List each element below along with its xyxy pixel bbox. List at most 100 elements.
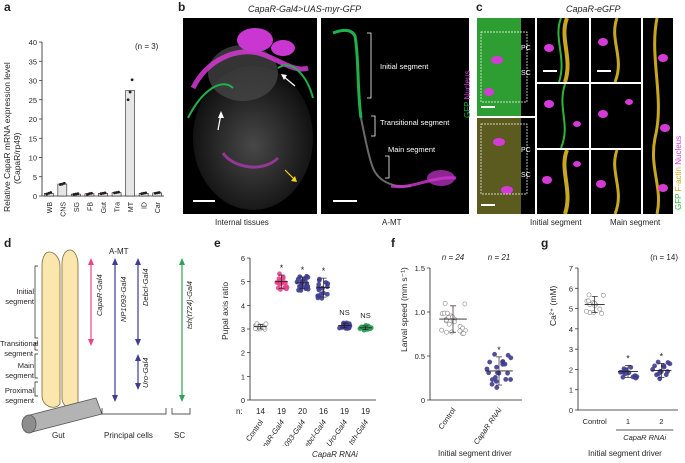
tsh-range-arrow [179, 258, 185, 402]
proximal-segment-label: Proximal segment [4, 386, 34, 405]
data-point [76, 192, 80, 196]
y-tick-label: 30 [29, 77, 37, 86]
data-point [90, 191, 93, 195]
significance-label: NS [360, 311, 370, 320]
data-point [661, 363, 667, 369]
main-segment-strip [643, 18, 673, 214]
initial-segment-label: Initial segment [5, 287, 34, 306]
x-tick-label: tsh-Gal4 [346, 418, 370, 446]
debcl-range-arrow [135, 258, 141, 346]
data-point [620, 374, 626, 380]
data-point [316, 282, 322, 287]
data-point [444, 329, 449, 335]
data-point [304, 281, 310, 286]
data-point [439, 327, 445, 333]
x-tick-label: Control [244, 418, 265, 443]
y-tick-label: 2 [241, 349, 245, 358]
panel-e-ylabel: Pupal axis ratio [220, 281, 230, 340]
n-label: 14 [256, 407, 265, 416]
data-point [157, 191, 161, 194]
data-point [457, 328, 463, 334]
initial-gfp-image [537, 18, 589, 82]
initial-segment-caption: Initial segment [530, 218, 582, 227]
data-point [494, 364, 499, 370]
data-point [252, 326, 258, 332]
n-label: 19 [361, 407, 370, 416]
y-tick-label: 1.5 [415, 264, 425, 273]
data-point [263, 321, 269, 327]
data-point [492, 375, 498, 380]
x-tick-label: Control [583, 417, 608, 426]
n-note: (n = 14) [650, 253, 678, 262]
x-tick-label: MT [128, 201, 135, 212]
uro-range-arrow [135, 354, 141, 390]
data-point [584, 308, 589, 314]
data-point [128, 90, 132, 94]
data-point [126, 98, 130, 102]
y-tick-label: 5 [569, 305, 573, 314]
segment-label-transitional: Transitional segment [380, 118, 450, 127]
data-point [357, 326, 363, 332]
gut-label: Gut [52, 431, 65, 440]
data-point [49, 191, 53, 194]
y-tick-label: 6 [241, 254, 245, 263]
data-point [254, 321, 260, 327]
panel-label-e: e [214, 236, 221, 250]
n-label: 19 [340, 407, 349, 416]
data-point [367, 326, 373, 332]
panel-b-channel-legend: GFP Nucleus [463, 70, 472, 118]
significance-label: * [301, 265, 305, 275]
significance-label: * [322, 266, 326, 276]
data-point [316, 278, 322, 283]
y-tick-label: 5 [241, 278, 245, 287]
main-segment-caption: Main segment [610, 218, 661, 227]
data-point [294, 279, 300, 285]
panel-f-scatter-chart: 0 0.5 1.0 1.5 Control * CapaR RNAi n = 24 n = 21 [415, 253, 522, 446]
panel-e-xlabel: CapaR RNAi [312, 450, 358, 459]
panel-a-ylabel: Relative CapaR mRNA expression level [2, 62, 12, 212]
amt-caption: A-MT [382, 218, 402, 227]
data-point [663, 372, 669, 378]
y-tick-label: 7 [569, 264, 573, 273]
x-tick-label: 2 [659, 417, 663, 426]
y-tick-label: 0 [241, 396, 245, 405]
data-point [446, 321, 452, 327]
x-tick-label: 1 [626, 417, 630, 426]
sc-label-bottom: SC [521, 172, 531, 179]
data-point [618, 369, 623, 375]
transitional-segment-label: Transitional segment [0, 339, 39, 358]
x-tick-label: ID [142, 202, 149, 209]
data-point [280, 276, 286, 281]
data-point [130, 78, 134, 82]
panel-label-f: f [391, 236, 395, 250]
bar [125, 90, 135, 197]
pc-label-top: PC [521, 45, 531, 52]
data-point [502, 361, 508, 367]
data-point [117, 190, 120, 194]
y-tick-label: 40 [29, 38, 37, 47]
data-point [492, 351, 497, 357]
data-point [597, 306, 603, 312]
x-tick-label: Gut [101, 202, 108, 213]
data-point [489, 381, 495, 387]
main-merge-image [591, 150, 641, 214]
significance-label: * [626, 353, 630, 363]
data-point [460, 325, 466, 331]
internal-tissues-caption: Internal tissues [215, 218, 269, 227]
x-tick-label: Car [155, 201, 162, 213]
panel-a-bar-chart: 0 5 10 15 20 25 30 35 40 WB CNS SG FB Gut Tra MT ID Car [29, 38, 164, 217]
data-point [445, 310, 450, 316]
pc-label-bottom: PC [521, 147, 531, 154]
panel-b-title: CapaR-Gal4>UAS-myr-GFP [248, 4, 362, 14]
panel-g-xlabel: Initial segment driver [588, 449, 662, 458]
driver-capar-label: CapaR-Gal4 [95, 274, 104, 316]
data-point [274, 280, 280, 285]
data-point [144, 191, 148, 195]
y-tick-label: 5 [33, 173, 37, 182]
panel-e-n-prefix: n: [236, 407, 243, 416]
data-point [494, 385, 500, 390]
significance-label: NS [339, 308, 349, 317]
amt-image [321, 18, 469, 214]
y-tick-label: 35 [29, 57, 37, 66]
principal-cells-label: Principal cells [104, 431, 153, 440]
